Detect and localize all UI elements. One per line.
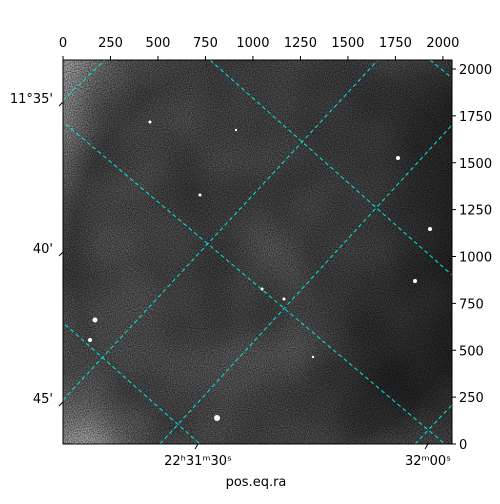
- x-tick-label: 1750: [379, 36, 412, 51]
- ra-tick: [424, 443, 429, 450]
- ra-tick-label: 32ᵐ00ˢ: [405, 454, 451, 469]
- y-tick-label: 500: [459, 344, 484, 359]
- x-tick-label: 1250: [284, 36, 317, 51]
- y-tick-label: 2000: [459, 63, 492, 78]
- dec-tick: [58, 101, 64, 107]
- y-tick-label: 0: [459, 438, 467, 453]
- dec-tick: [58, 401, 64, 407]
- y-tick-label: 1500: [459, 157, 492, 172]
- x-tick-label: 0: [59, 36, 67, 51]
- x-tick-label: 2000: [426, 36, 459, 51]
- x-axis-label: pos.eq.ra: [226, 475, 287, 490]
- dec-tick-label: 45': [33, 392, 53, 407]
- ra-tick: [194, 443, 199, 450]
- x-tick-label: 250: [98, 36, 123, 51]
- dec-tick-label: 11°35': [10, 92, 53, 107]
- x-tick-label: 500: [146, 36, 171, 51]
- x-tick-label: 1000: [236, 36, 269, 51]
- y-tick-label: 1000: [459, 251, 492, 266]
- x-tick-label: 1500: [331, 36, 364, 51]
- y-tick-label: 250: [459, 391, 484, 406]
- x-tick-label: 750: [193, 36, 218, 51]
- dec-tick-label: 40': [33, 242, 53, 257]
- image: [63, 60, 452, 444]
- y-tick-label: 1750: [459, 110, 492, 125]
- coordinate-grid: [63, 60, 452, 444]
- ra-tick-label: 22ʰ31ᵐ30ˢ: [164, 454, 232, 469]
- dec-tick: [58, 251, 64, 257]
- y-tick-label: 750: [459, 297, 484, 312]
- y-tick-label: 1250: [459, 204, 492, 219]
